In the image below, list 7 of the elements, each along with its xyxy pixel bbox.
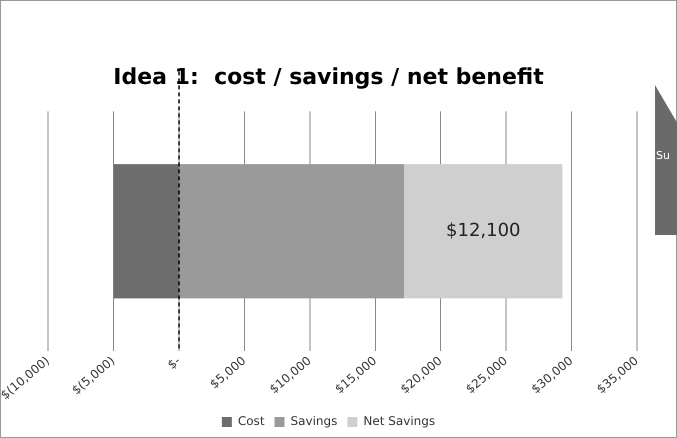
legend-label: Cost xyxy=(238,414,265,428)
legend-label: Savings xyxy=(290,414,338,428)
x-tick-label: $- xyxy=(164,354,183,372)
chart-title: Idea 1: cost / savings / net benefit xyxy=(113,64,544,90)
chevron-shape: Su xyxy=(655,85,677,235)
legend-label: Net Savings xyxy=(363,414,436,428)
data-label: $12,100 xyxy=(446,220,520,241)
